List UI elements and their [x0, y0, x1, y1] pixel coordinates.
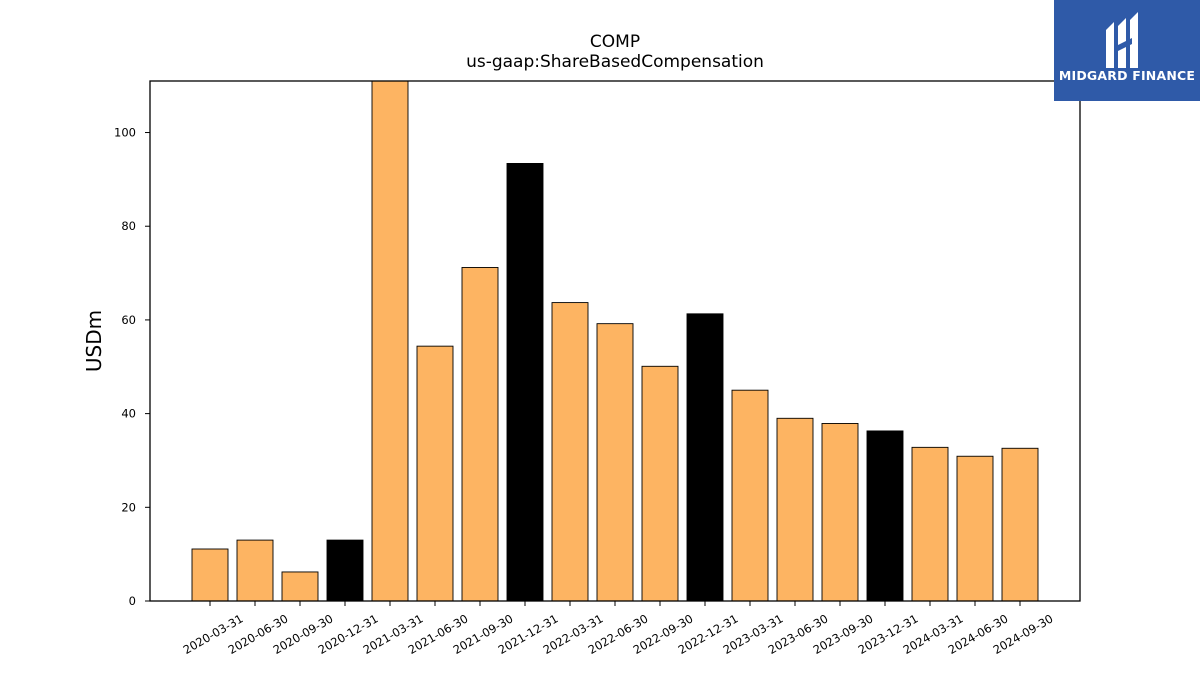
bar-2021-12-31 — [506, 163, 544, 602]
bar-2020-06-30 — [236, 539, 274, 602]
bar-2020-09-30 — [281, 571, 319, 602]
y-tick-label: 0 — [129, 594, 136, 608]
brand-logo: MIDGARD FINANCE — [1054, 0, 1200, 101]
bar-2021-03-31 — [371, 80, 409, 602]
x-axis-ticks: 2020-03-312020-06-302020-09-302020-12-31… — [181, 601, 1056, 657]
y-axis-ticks: 0 20 40 60 80 100 — [114, 126, 150, 608]
bar-2022-12-31 — [686, 313, 724, 602]
y-tick-label: 100 — [114, 126, 136, 140]
bar-2020-12-31 — [326, 539, 364, 602]
y-tick-label: 40 — [121, 407, 136, 421]
y-tick-label: 80 — [121, 219, 136, 233]
chart-title: COMP — [589, 32, 641, 52]
bar-2024-06-30 — [956, 455, 994, 602]
bar-2021-06-30 — [416, 345, 454, 602]
y-axis-label: USDm — [82, 310, 106, 372]
bar-2023-03-31 — [731, 389, 769, 602]
y-tick-label: 60 — [121, 313, 136, 327]
bar-2023-12-31 — [866, 430, 904, 602]
bars-group — [191, 80, 1039, 602]
chart-subtitle: us-gaap:ShareBasedCompensation — [466, 52, 764, 72]
bar-2024-09-30 — [1001, 447, 1039, 602]
bar-2022-03-31 — [551, 302, 589, 602]
logo-mark-icon — [1106, 12, 1138, 68]
plot-frame — [149, 80, 1081, 602]
bar-2022-06-30 — [596, 323, 634, 602]
bar-2022-09-30 — [641, 365, 679, 602]
bar-2020-03-31 — [191, 548, 229, 602]
brand-name: MIDGARD FINANCE — [1058, 68, 1196, 83]
y-tick-label: 20 — [121, 500, 136, 514]
bar-2023-09-30 — [821, 423, 859, 602]
bar-2023-06-30 — [776, 417, 814, 602]
bar-2024-03-31 — [911, 446, 949, 602]
bar-2021-09-30 — [461, 267, 499, 602]
